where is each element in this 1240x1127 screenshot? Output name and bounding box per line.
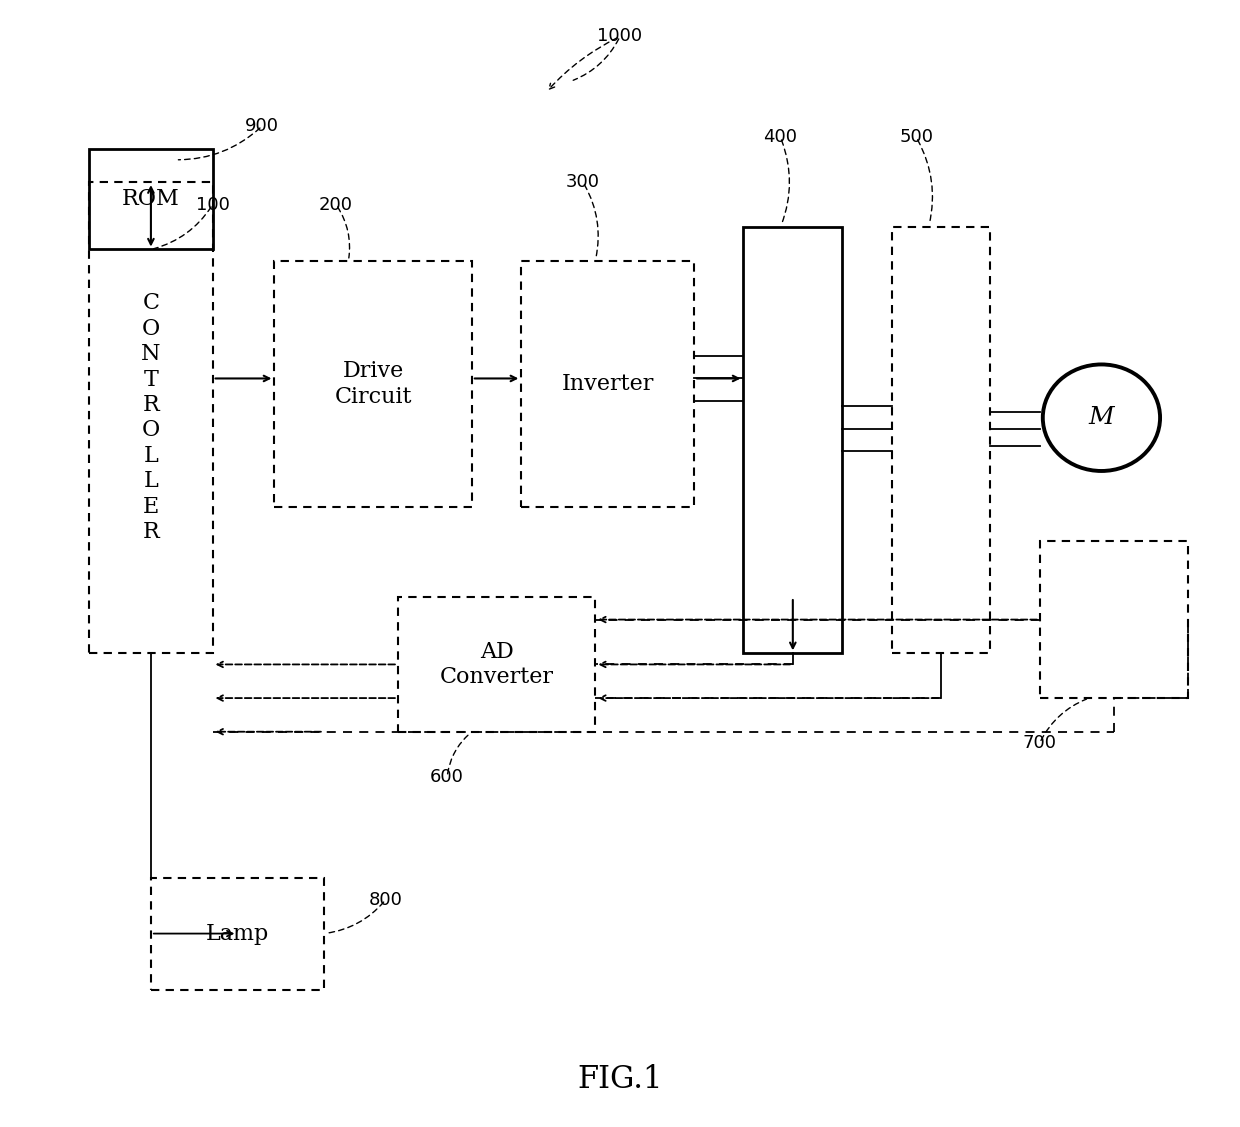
Text: AD
Converter: AD Converter bbox=[439, 641, 553, 689]
Text: 1000: 1000 bbox=[598, 27, 642, 45]
Bar bbox=[89, 149, 212, 249]
Bar bbox=[151, 878, 324, 990]
Text: 100: 100 bbox=[196, 196, 229, 214]
Text: 900: 900 bbox=[246, 117, 279, 135]
Text: 500: 500 bbox=[899, 128, 934, 147]
Text: C
O
N
T
R
O
L
L
E
R: C O N T R O L L E R bbox=[141, 292, 161, 543]
Text: 800: 800 bbox=[368, 891, 403, 909]
Text: Inverter: Inverter bbox=[562, 373, 653, 396]
Text: 700: 700 bbox=[1023, 734, 1056, 752]
Bar bbox=[1039, 541, 1188, 698]
Bar bbox=[521, 260, 694, 507]
Bar bbox=[89, 183, 212, 654]
Bar bbox=[892, 227, 991, 654]
Bar bbox=[398, 597, 595, 731]
Text: 600: 600 bbox=[430, 767, 464, 786]
Bar bbox=[744, 227, 842, 654]
Text: 300: 300 bbox=[565, 174, 600, 192]
Text: FIG.1: FIG.1 bbox=[578, 1064, 662, 1094]
Text: M: M bbox=[1089, 406, 1115, 429]
Text: Lamp: Lamp bbox=[206, 923, 269, 944]
Text: Drive
Circuit: Drive Circuit bbox=[335, 361, 412, 408]
Bar bbox=[274, 260, 472, 507]
Text: ROM: ROM bbox=[122, 188, 180, 210]
Text: 400: 400 bbox=[764, 128, 797, 147]
Text: 200: 200 bbox=[319, 196, 353, 214]
